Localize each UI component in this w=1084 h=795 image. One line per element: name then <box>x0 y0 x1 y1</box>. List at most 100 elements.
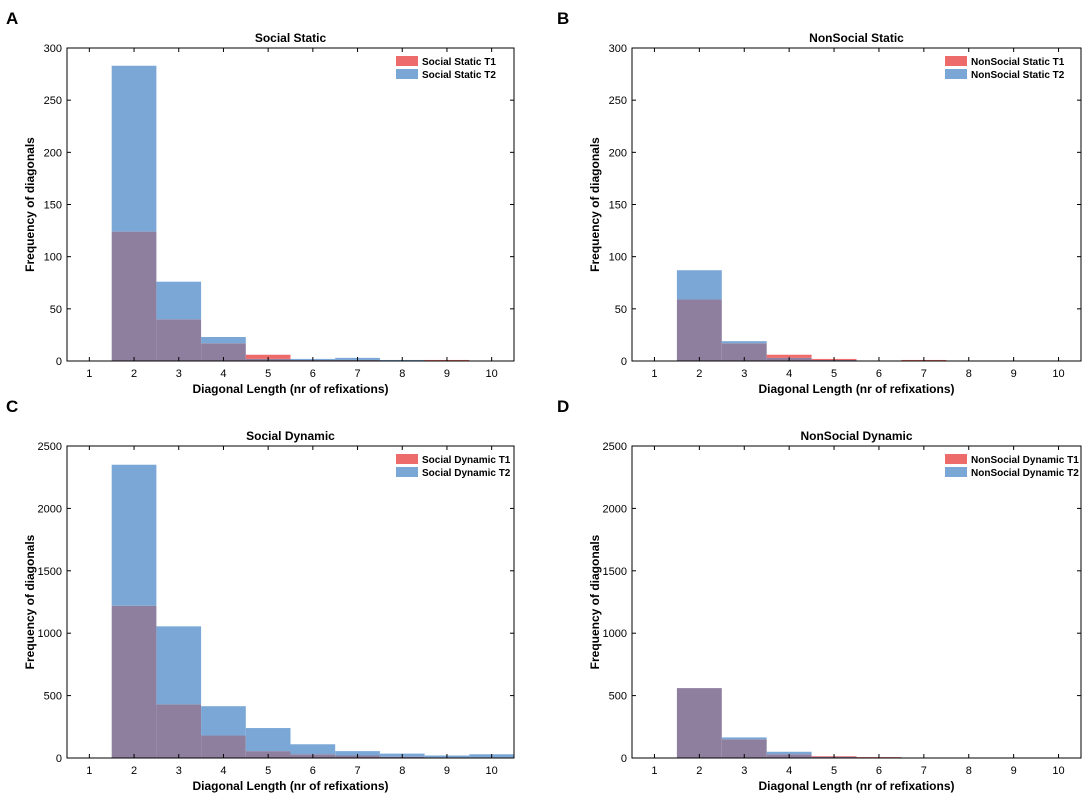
x-tick-label: 3 <box>741 765 747 777</box>
y-tick-label: 200 <box>44 147 62 159</box>
bar-overlap <box>111 605 157 758</box>
x-tick-label: 6 <box>310 765 316 777</box>
chart-panel-d: D 1 2 3 4 5 6 7 8 9 10 0 500 1000 1500 2000 2500 NonSocia… <box>557 397 1082 793</box>
x-tick-label: 10 <box>486 368 498 380</box>
legend-swatch-2 <box>396 467 418 477</box>
x-tick-label: 6 <box>876 765 882 777</box>
y-tick-label: 100 <box>44 252 62 264</box>
y-tick-label: 2000 <box>603 503 627 515</box>
y-tick-label: 2500 <box>38 441 62 453</box>
y-tick-label: 250 <box>609 95 627 107</box>
x-tick-label: 8 <box>966 765 972 777</box>
x-axis-label: Diagonal Length (nr of refixations) <box>192 382 388 396</box>
legend-label-2: Social Dynamic T2 <box>422 468 511 479</box>
legend-label-2: NonSocial Dynamic T2 <box>971 468 1079 479</box>
x-tick-label: 1 <box>651 368 657 380</box>
bar-t2 <box>290 744 336 755</box>
x-tick-label: 3 <box>741 368 747 380</box>
chart-title: NonSocial Dynamic <box>800 429 912 443</box>
bar-overlap <box>111 231 157 361</box>
x-tick-label: 9 <box>1011 368 1017 380</box>
x-tick-label: 7 <box>354 368 360 380</box>
y-tick-label: 150 <box>609 200 627 212</box>
x-tick-label: 8 <box>399 765 405 777</box>
plot-frame <box>66 445 515 759</box>
bar-t2 <box>156 626 202 705</box>
y-tick-label: 0 <box>621 356 627 368</box>
bar-t2 <box>156 281 202 320</box>
y-tick-label: 500 <box>609 691 627 703</box>
legend-swatch-1 <box>396 454 418 464</box>
legend-label-2: Social Static T2 <box>422 70 496 81</box>
x-tick-label: 3 <box>176 765 182 777</box>
bar-t2 <box>766 751 812 755</box>
panel-letter: A <box>6 9 18 28</box>
bar-t2 <box>721 737 767 740</box>
legend: NonSocial Dynamic T1 NonSocial Dynamic T2 <box>941 450 1079 480</box>
y-tick-label: 2500 <box>603 441 627 453</box>
chart-panel-c: C 1 2 3 4 5 6 7 8 9 10 0 500 1000 1500 2000 2500 Social D… <box>6 397 515 793</box>
y-tick-label: 1500 <box>603 566 627 578</box>
x-tick-label: 5 <box>831 368 837 380</box>
y-tick-label: 300 <box>44 43 62 55</box>
legend-label-1: NonSocial Static T1 <box>971 57 1065 68</box>
x-tick-label: 9 <box>1011 765 1017 777</box>
x-axis-label: Diagonal Length (nr of refixations) <box>192 779 388 793</box>
legend-swatch-1 <box>945 56 967 66</box>
chart-title: Social Static <box>255 31 327 45</box>
y-tick-label: 1000 <box>38 628 62 640</box>
y-tick-label: 0 <box>56 356 62 368</box>
bar-t2 <box>111 65 157 232</box>
bar-t2 <box>111 464 157 606</box>
y-tick-label: 0 <box>56 753 62 765</box>
legend: Social Dynamic T1 Social Dynamic T2 <box>392 450 511 480</box>
bar-overlap <box>676 299 722 361</box>
bars <box>111 65 470 361</box>
x-tick-label: 7 <box>354 765 360 777</box>
y-tick-label: 1500 <box>38 566 62 578</box>
bar-t1 <box>245 354 291 359</box>
bar-overlap <box>721 343 767 361</box>
panel-letter: D <box>557 397 569 416</box>
y-tick-label: 100 <box>609 252 627 264</box>
panel-letter: C <box>6 397 18 416</box>
bar-overlap <box>201 343 246 361</box>
x-tick-label: 6 <box>876 368 882 380</box>
x-tick-label: 10 <box>1052 765 1064 777</box>
y-axis-label: Frequency of diagonals <box>588 137 602 272</box>
bar-overlap <box>676 688 722 758</box>
x-tick-label: 1 <box>86 765 92 777</box>
plot-frame <box>631 445 1082 759</box>
x-tick-label: 8 <box>399 368 405 380</box>
y-tick-label: 1000 <box>603 628 627 640</box>
chart-panel-b: B1 2 3 4 5 6 7 8 9 10050100150200250300NonSocial … <box>557 9 1082 396</box>
chart-title: NonSocial Static <box>809 31 904 45</box>
x-tick-label: 1 <box>651 765 657 777</box>
y-tick-label: 150 <box>44 200 62 212</box>
x-tick-label: 8 <box>966 368 972 380</box>
x-tick-label: 10 <box>1052 368 1064 380</box>
x-tick-label: 4 <box>786 368 792 380</box>
bar-t2 <box>335 751 380 756</box>
y-tick-label: 0 <box>621 753 627 765</box>
x-axis-label: Diagonal Length (nr of refixations) <box>758 779 954 793</box>
bar-overlap <box>156 704 202 758</box>
legend: Social Static T1 Social Static T2 <box>392 52 510 82</box>
y-tick-label: 250 <box>44 95 62 107</box>
legend-label-1: Social Dynamic T1 <box>422 455 511 466</box>
bar-t1 <box>766 354 812 358</box>
x-tick-label: 9 <box>444 368 450 380</box>
y-tick-label: 50 <box>50 304 62 316</box>
y-axis-label: Frequency of diagonals <box>23 137 37 272</box>
x-tick-label: 6 <box>310 368 316 380</box>
bar-t2 <box>201 337 246 344</box>
bars <box>676 688 1081 758</box>
x-tick-label: 2 <box>131 368 137 380</box>
x-tick-label: 2 <box>696 368 702 380</box>
x-tick-label: 5 <box>831 765 837 777</box>
y-axis-label: Frequency of diagonals <box>23 534 37 669</box>
y-tick-label: 200 <box>609 147 627 159</box>
legend-swatch-2 <box>945 467 967 477</box>
x-tick-label: 2 <box>696 765 702 777</box>
